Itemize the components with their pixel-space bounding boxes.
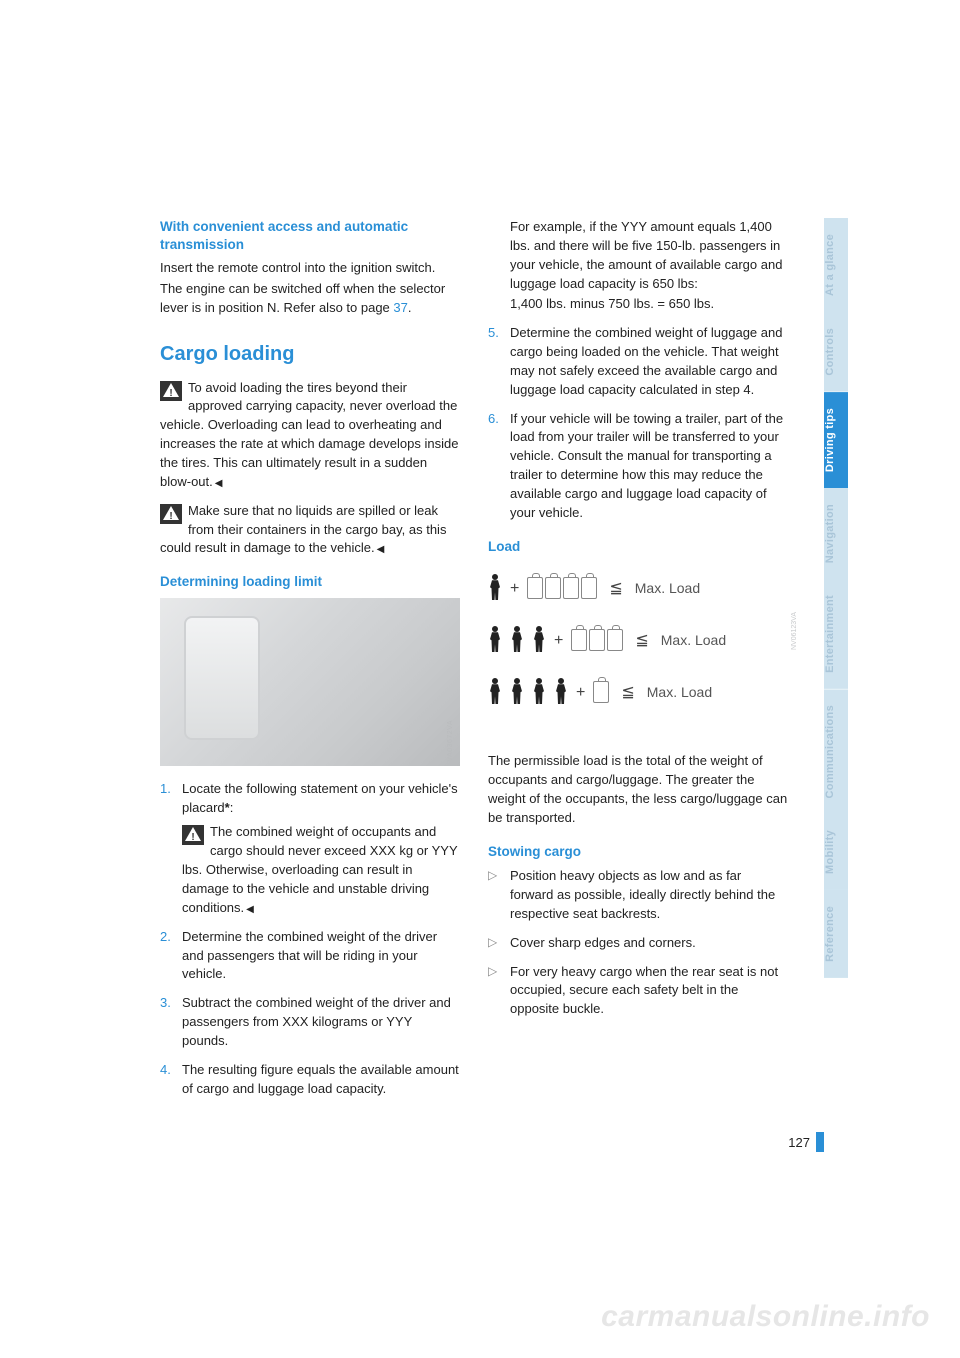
- person-icon: [488, 678, 502, 706]
- tab-at-a-glance[interactable]: At a glance: [824, 218, 848, 312]
- load-row-2: + ≦ Max. Load: [488, 614, 788, 666]
- left-column: With convenient access and automatic tra…: [160, 218, 460, 1108]
- warning-icon: [182, 825, 204, 845]
- person-icon: [488, 626, 502, 654]
- heading-stowing-cargo: Stowing cargo: [488, 842, 788, 862]
- person-icon: [510, 626, 524, 654]
- page-number-block: [816, 1132, 824, 1152]
- text: Locate the following statement on your v…: [182, 781, 458, 815]
- paragraph: The engine can be switched off when the …: [160, 280, 460, 318]
- heading-determining-limit: Determining loading limit: [160, 572, 460, 592]
- paragraph: For example, if the YYY amount equals 1,…: [510, 218, 788, 293]
- bag-icon: [545, 577, 561, 599]
- paragraph: 1,400 lbs. minus 750 lbs. = 650 lbs.: [510, 295, 788, 314]
- person-icon: [510, 678, 524, 706]
- tab-communications[interactable]: Communications: [824, 689, 848, 814]
- tab-navigation[interactable]: Navigation: [824, 488, 848, 579]
- max-load-label: Max. Load: [635, 578, 700, 598]
- text: :: [230, 800, 234, 815]
- placard-illustration: VA03672VA: [160, 598, 460, 766]
- max-load-label: Max. Load: [647, 682, 712, 702]
- step-5: Determine the combined weight of luggage…: [488, 324, 788, 399]
- luggage-group: [571, 629, 623, 651]
- page-number-wrap: 127: [788, 1132, 824, 1152]
- manual-page: With convenient access and automatic tra…: [0, 0, 960, 1358]
- heading-cargo-loading: Cargo loading: [160, 340, 460, 369]
- list-item: Position heavy objects as low and as far…: [488, 867, 788, 924]
- step-6: If your vehicle will be towing a trailer…: [488, 410, 788, 523]
- person-icon: [532, 678, 546, 706]
- tab-reference[interactable]: Reference: [824, 890, 848, 978]
- page-number: 127: [788, 1135, 810, 1150]
- person-icon: [554, 678, 568, 706]
- content-area: With convenient access and automatic tra…: [160, 218, 790, 1108]
- step-4-continuation: For example, if the YYY amount equals 1,…: [488, 218, 788, 314]
- heading-convenient-access: With convenient access and automatic tra…: [160, 218, 460, 253]
- stowing-list: Position heavy objects as low and as far…: [488, 867, 788, 1019]
- heading-load: Load: [488, 537, 788, 557]
- warning-text: Make sure that no liquids are spilled or…: [160, 503, 446, 556]
- warning-icon: [160, 381, 182, 401]
- steps-list-cont: Determine the combined weight of luggage…: [488, 324, 788, 522]
- tab-controls[interactable]: Controls: [824, 312, 848, 392]
- tab-mobility[interactable]: Mobility: [824, 814, 848, 890]
- person-icon: [532, 626, 546, 654]
- step-1: Locate the following statement on your v…: [160, 780, 460, 918]
- load-row-1: + ≦ Max. Load: [488, 562, 788, 614]
- right-column: For example, if the YYY amount equals 1,…: [488, 218, 788, 1108]
- page-reference-link[interactable]: 37: [393, 300, 407, 315]
- load-row-3: + ≦ Max. Load: [488, 666, 788, 718]
- bag-icon: [563, 577, 579, 599]
- plus-icon: +: [510, 577, 519, 600]
- luggage-group: [527, 577, 597, 599]
- list-item: For very heavy cargo when the rear seat …: [488, 963, 788, 1020]
- person-icon: [488, 574, 502, 602]
- warning-icon: [160, 504, 182, 524]
- plus-icon: +: [576, 681, 585, 704]
- warning-text: To avoid loading the tires beyond their …: [160, 380, 458, 489]
- plus-icon: +: [554, 629, 563, 652]
- bag-icon: [607, 629, 623, 651]
- nested-warning: The combined weight of occupants and car…: [182, 823, 460, 917]
- bag-icon: [593, 681, 609, 703]
- bag-icon: [571, 629, 587, 651]
- bag-icon: [589, 629, 605, 651]
- step-4: The resulting figure equals the availabl…: [160, 1061, 460, 1099]
- leq-icon: ≦: [621, 681, 634, 704]
- image-code-label: VA03672VA: [446, 720, 456, 762]
- leq-icon: ≦: [635, 629, 648, 652]
- paragraph: Insert the remote control into the ignit…: [160, 259, 460, 278]
- tab-entertainment[interactable]: Entertainment: [824, 579, 848, 689]
- leq-icon: ≦: [609, 577, 622, 600]
- side-tabs: At a glance Controls Driving tips Naviga…: [824, 218, 848, 978]
- steps-list: Locate the following statement on your v…: [160, 780, 460, 1099]
- image-code-label: NV06123VA: [790, 612, 800, 650]
- watermark: carmanualsonline.info: [601, 1300, 930, 1334]
- warning-block: To avoid loading the tires beyond their …: [160, 379, 460, 492]
- text: .: [408, 300, 412, 315]
- bag-icon: [527, 577, 543, 599]
- tab-driving-tips[interactable]: Driving tips: [824, 392, 848, 488]
- step-3: Subtract the combined weight of the driv…: [160, 994, 460, 1051]
- load-diagram: + ≦ Max. Load +: [488, 562, 788, 742]
- list-item: Cover sharp edges and corners.: [488, 934, 788, 953]
- max-load-label: Max. Load: [661, 630, 726, 650]
- warning-block: Make sure that no liquids are spilled or…: [160, 502, 460, 559]
- step-2: Determine the combined weight of the dri…: [160, 928, 460, 985]
- paragraph: The permissible load is the total of the…: [488, 752, 788, 827]
- luggage-group: [593, 681, 609, 703]
- bag-icon: [581, 577, 597, 599]
- warning-text: The combined weight of occupants and car…: [182, 824, 457, 914]
